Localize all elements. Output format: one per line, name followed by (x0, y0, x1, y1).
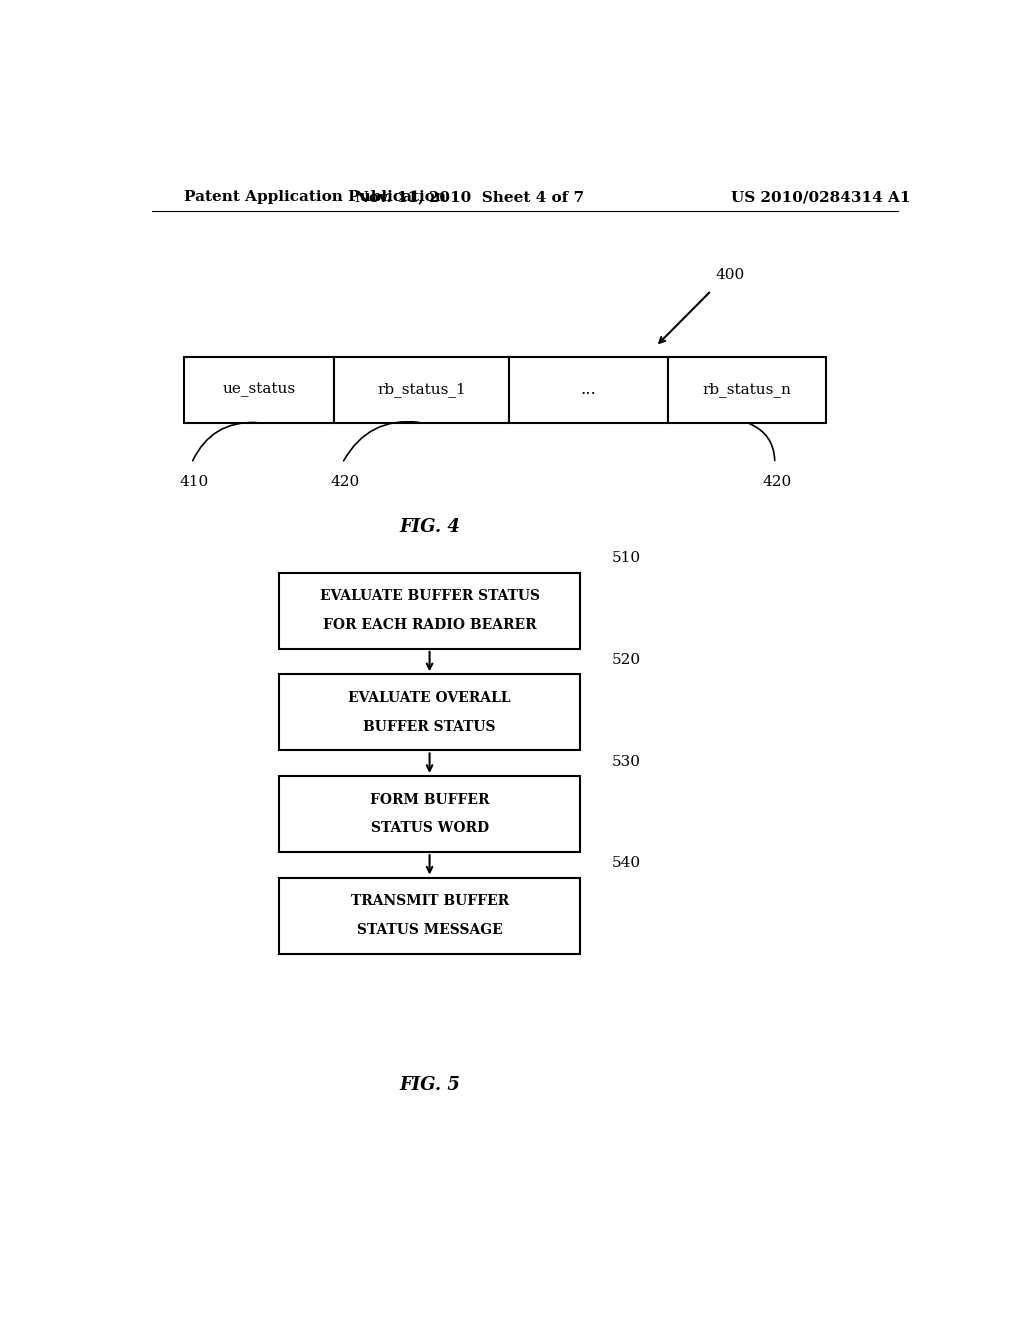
Text: Patent Application Publication: Patent Application Publication (183, 190, 445, 205)
Bar (183, 356, 334, 422)
Text: 410: 410 (179, 474, 209, 488)
Bar (509, 356, 668, 422)
Bar (279, 675, 581, 751)
Bar (279, 878, 581, 954)
Text: US 2010/0284314 A1: US 2010/0284314 A1 (731, 190, 910, 205)
Text: rb_status_n: rb_status_n (702, 383, 792, 397)
Text: BUFFER STATUS: BUFFER STATUS (364, 719, 496, 734)
Text: STATUS WORD: STATUS WORD (371, 821, 488, 836)
Text: FOR EACH RADIO BEARER: FOR EACH RADIO BEARER (323, 618, 537, 632)
Text: 520: 520 (612, 653, 641, 667)
Bar (668, 356, 826, 422)
Text: rb_status_1: rb_status_1 (377, 383, 466, 397)
Text: 420: 420 (331, 474, 359, 488)
Text: 420: 420 (763, 474, 793, 488)
Text: STATUS MESSAGE: STATUS MESSAGE (356, 923, 503, 937)
Text: FORM BUFFER: FORM BUFFER (370, 793, 489, 807)
Text: ue_status: ue_status (222, 383, 296, 397)
Bar (279, 776, 581, 853)
Text: FIG. 5: FIG. 5 (399, 1076, 460, 1094)
Text: 530: 530 (612, 755, 641, 768)
Text: 400: 400 (715, 268, 744, 282)
Text: TRANSMIT BUFFER: TRANSMIT BUFFER (350, 895, 509, 908)
Text: ...: ... (581, 381, 596, 399)
Text: Nov. 11, 2010  Sheet 4 of 7: Nov. 11, 2010 Sheet 4 of 7 (354, 190, 584, 205)
Text: EVALUATE OVERALL: EVALUATE OVERALL (348, 692, 511, 705)
Text: 540: 540 (612, 857, 641, 870)
Text: 510: 510 (612, 552, 641, 565)
Text: EVALUATE BUFFER STATUS: EVALUATE BUFFER STATUS (319, 590, 540, 603)
Bar (334, 356, 509, 422)
Text: FIG. 4: FIG. 4 (399, 519, 460, 536)
Bar (279, 573, 581, 649)
